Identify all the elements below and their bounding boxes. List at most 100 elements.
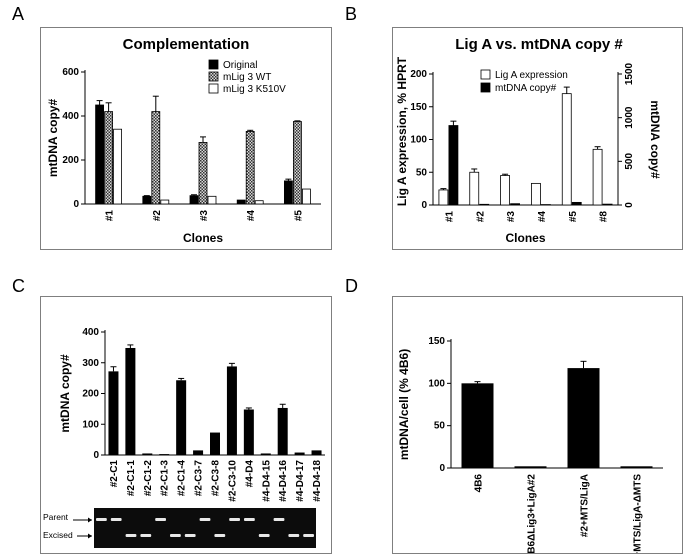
bar <box>142 453 152 455</box>
bar <box>210 433 220 455</box>
x-axis-label: Clones <box>505 231 545 245</box>
bar <box>480 204 489 205</box>
x-tick-label: #2-C3-7 <box>194 460 205 497</box>
x-tick-label: #4-D4-15 <box>261 460 272 502</box>
x-tick-label: #3 <box>506 211 517 223</box>
y-tick-label: 0 <box>73 199 79 210</box>
legend-swatch <box>481 70 490 79</box>
x-tick-label: #1 <box>105 210 116 222</box>
liga-vs-mtdna-chart: Lig A vs. mtDNA copy #050100150200050010… <box>393 28 682 249</box>
bar <box>108 371 118 455</box>
bar <box>105 112 113 204</box>
bar <box>237 200 245 204</box>
bar <box>603 204 612 205</box>
bar <box>562 94 571 205</box>
bar <box>208 196 216 204</box>
legend-label: mLig 3 K510V <box>223 84 286 95</box>
x-tick-label: #2+MTS/LigA-ΔMTS <box>633 474 644 553</box>
gel-band-parent <box>244 518 255 521</box>
y-tick-label: 200 <box>410 69 427 80</box>
y-tick-label: 100 <box>82 419 99 430</box>
x-tick-label: #2-C3-8 <box>211 460 222 497</box>
y2-tick-label: 1000 <box>624 106 635 129</box>
bar <box>227 366 237 455</box>
y2-tick-label: 0 <box>624 202 635 208</box>
x-tick-label: #4-D4-16 <box>278 460 289 502</box>
bar <box>449 126 458 205</box>
y-tick-label: 100 <box>410 135 427 146</box>
y-tick-label: 0 <box>421 200 427 211</box>
x-tick-label: #4 <box>246 210 257 222</box>
bar <box>531 183 540 205</box>
y-axis-label: mtDNA/cell (% 4B6) <box>397 349 411 460</box>
y-tick-label: 400 <box>82 327 99 338</box>
y2-axis-label: mtDNA copy# <box>648 100 662 179</box>
bar <box>255 201 263 204</box>
x-tick-label: #2-C1-3 <box>160 460 171 497</box>
y-tick-label: 100 <box>428 378 445 389</box>
y2-tick-label: 500 <box>624 153 635 170</box>
arrow-head-icon <box>88 534 92 539</box>
y-tick-label: 600 <box>62 67 79 78</box>
x-tick-label: #5 <box>568 211 579 223</box>
y-tick-label: 50 <box>416 167 428 178</box>
x-tick-label: #4-D4-17 <box>295 460 306 502</box>
x-tick-label: #4-D4-18 <box>312 460 323 502</box>
gel-band-excised <box>185 534 196 537</box>
y-axis-label: mtDNA copy# <box>46 99 60 178</box>
bar <box>114 129 122 204</box>
gel-band-parent <box>96 518 107 521</box>
bar <box>568 368 600 468</box>
x-tick-label: #5 <box>293 210 304 222</box>
bar <box>593 149 602 205</box>
legend-label: Lig A expression <box>495 70 568 81</box>
bar <box>293 122 301 205</box>
bar <box>470 172 479 205</box>
panel-letter-d: D <box>345 276 358 297</box>
gel-band-parent <box>200 518 211 521</box>
x-tick-label: #3 <box>199 210 210 222</box>
bar <box>161 200 169 204</box>
gel-band-excised <box>170 534 181 537</box>
y2-tick-label: 1500 <box>624 62 635 85</box>
gel-band-parent <box>111 518 122 521</box>
y-tick-label: 200 <box>62 155 79 166</box>
bar <box>295 453 305 455</box>
x-tick-label: #2-C1 <box>109 460 120 488</box>
x-tick-label: #2 <box>152 210 163 222</box>
x-tick-label: #2-C1-1 <box>126 460 137 497</box>
legend-swatch <box>209 84 218 93</box>
y-tick-label: 50 <box>434 421 446 432</box>
x-tick-label: #4-D4 <box>244 460 255 488</box>
x-tick-label: #2-C1-2 <box>143 460 154 497</box>
x-tick-label: #1 <box>444 211 455 223</box>
legend-label: Original <box>223 60 257 71</box>
panel-letter-c: C <box>12 276 25 297</box>
bar <box>125 348 135 455</box>
bar <box>278 408 288 455</box>
y-tick-label: 200 <box>82 389 99 400</box>
x-tick-label: #8 <box>599 211 610 223</box>
bar <box>261 453 271 455</box>
bar <box>152 112 160 204</box>
panel-letter-a: A <box>12 4 24 25</box>
x-tick-label: #4 <box>537 211 548 223</box>
legend-swatch <box>209 72 218 81</box>
bar <box>199 142 207 204</box>
bar <box>439 190 448 205</box>
bar <box>515 466 547 468</box>
bar <box>193 450 203 455</box>
bar <box>96 105 104 204</box>
legend-swatch <box>209 60 218 69</box>
bar <box>143 196 151 204</box>
y-tick-label: 0 <box>439 463 445 474</box>
bar <box>176 380 186 455</box>
x-tick-label: 4B6 <box>474 474 485 493</box>
chart-title: Complementation <box>123 36 250 53</box>
bar <box>246 131 254 204</box>
gel-band-excised <box>303 534 314 537</box>
